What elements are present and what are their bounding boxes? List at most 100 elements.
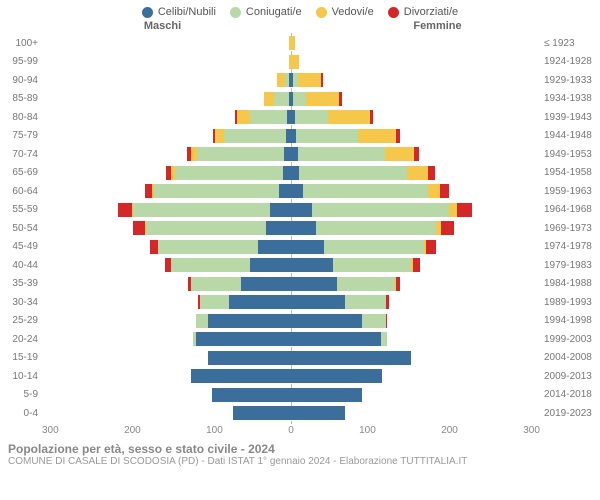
age-row: 35-391984-1988 <box>0 275 600 294</box>
bar-segment <box>298 73 321 87</box>
bar-area <box>42 219 540 238</box>
male-bar <box>42 238 291 257</box>
bar-segment <box>396 277 400 291</box>
bar-segment <box>296 129 358 143</box>
age-row: 25-291994-1998 <box>0 312 600 331</box>
bar-segment <box>250 110 287 124</box>
bar-segment <box>358 129 395 143</box>
year-label: 2014-2018 <box>540 389 600 400</box>
bar-segment <box>291 36 295 50</box>
year-label: 1934-1938 <box>540 93 600 104</box>
bar-segment <box>339 92 341 106</box>
bar-segment <box>250 258 292 272</box>
bar-segment <box>291 240 324 254</box>
age-row: 100+≤ 1923 <box>0 34 600 53</box>
year-label: 1924-1928 <box>540 56 600 67</box>
bar-segment <box>191 369 291 383</box>
male-bar <box>42 349 291 368</box>
male-bar <box>42 127 291 146</box>
bar-segment <box>291 277 337 291</box>
bar-segment <box>284 147 291 161</box>
legend-swatch <box>316 7 327 18</box>
year-label: ≤ 1923 <box>540 38 600 49</box>
legend-item: Vedovi/e <box>316 6 374 18</box>
year-label: 1944-1948 <box>540 130 600 141</box>
bar-rows: 100+≤ 192395-991924-192890-941929-193385… <box>0 32 600 425</box>
age-row: 0-42019-2023 <box>0 404 600 423</box>
bar-segment <box>303 184 428 198</box>
bar-segment <box>370 110 373 124</box>
year-label: 1974-1978 <box>540 241 600 252</box>
year-label: 1954-1958 <box>540 167 600 178</box>
x-tick: 0 <box>288 425 294 436</box>
age-row: 75-79 1944-1948 <box>0 127 600 146</box>
age-label: 0-4 <box>0 408 42 419</box>
bar-segment <box>362 314 387 328</box>
bar-segment <box>321 73 323 87</box>
male-bar <box>42 275 291 294</box>
bar-segment <box>133 221 145 235</box>
bar-segment <box>196 332 291 346</box>
age-row: 85-891934-1938 <box>0 90 600 109</box>
bar-segment <box>328 110 370 124</box>
male-bar <box>42 90 291 109</box>
legend-label: Vedovi/e <box>332 6 374 18</box>
bar-segment <box>291 369 382 383</box>
bar-segment <box>291 147 298 161</box>
bar-segment <box>291 258 333 272</box>
bar-segment <box>258 240 291 254</box>
bar-segment <box>457 203 472 217</box>
bar-area <box>42 34 540 53</box>
age-label: 15-19 <box>0 352 42 363</box>
bar-segment <box>208 314 291 328</box>
age-label: 25-29 <box>0 315 42 326</box>
age-row: 70-741949-1953 <box>0 145 600 164</box>
bar-segment <box>299 166 407 180</box>
bar-segment <box>386 295 388 309</box>
bar-segment <box>381 332 388 346</box>
bar-segment <box>449 203 457 217</box>
age-label: 20-24 <box>0 334 42 345</box>
age-label: 60-64 <box>0 186 42 197</box>
bar-area <box>42 238 540 257</box>
age-row: 55-591964-1968 <box>0 201 600 220</box>
legend-swatch <box>142 7 153 18</box>
bar-segment <box>154 184 279 198</box>
year-label: 1959-1963 <box>540 186 600 197</box>
bar-segment <box>215 129 223 143</box>
bar-segment <box>200 295 229 309</box>
bar-segment <box>191 277 241 291</box>
female-bar <box>291 293 540 312</box>
age-label: 75-79 <box>0 130 42 141</box>
bar-segment <box>298 147 385 161</box>
legend-label: Divorziati/e <box>404 6 458 18</box>
bar-segment <box>237 110 249 124</box>
bar-segment <box>291 314 362 328</box>
footer-subtitle: COMUNE DI CASALE DI SCODOSIA (PD) - Dati… <box>8 456 592 467</box>
male-bar <box>42 53 291 72</box>
bar-segment <box>212 388 291 402</box>
bar-area <box>42 108 540 127</box>
age-row: 15-192004-2008 <box>0 349 600 368</box>
bar-segment <box>291 184 303 198</box>
age-label: 80-84 <box>0 112 42 123</box>
female-bar <box>291 145 540 164</box>
bar-segment <box>197 147 284 161</box>
male-bar <box>42 312 291 331</box>
age-label: 40-44 <box>0 260 42 271</box>
age-label: 30-34 <box>0 297 42 308</box>
female-bar <box>291 275 540 294</box>
bar-segment <box>440 184 448 198</box>
age-row: 90-941929-1933 <box>0 71 600 90</box>
x-tick: 200 <box>441 425 458 436</box>
male-bar <box>42 164 291 183</box>
male-bar <box>42 145 291 164</box>
bar-segment <box>145 184 152 198</box>
bar-segment <box>150 240 158 254</box>
bar-segment <box>324 240 424 254</box>
bar-segment <box>233 406 291 420</box>
bar-area <box>42 201 540 220</box>
bar-area <box>42 367 540 386</box>
age-label: 10-14 <box>0 371 42 382</box>
year-label: 1964-1968 <box>540 204 600 215</box>
